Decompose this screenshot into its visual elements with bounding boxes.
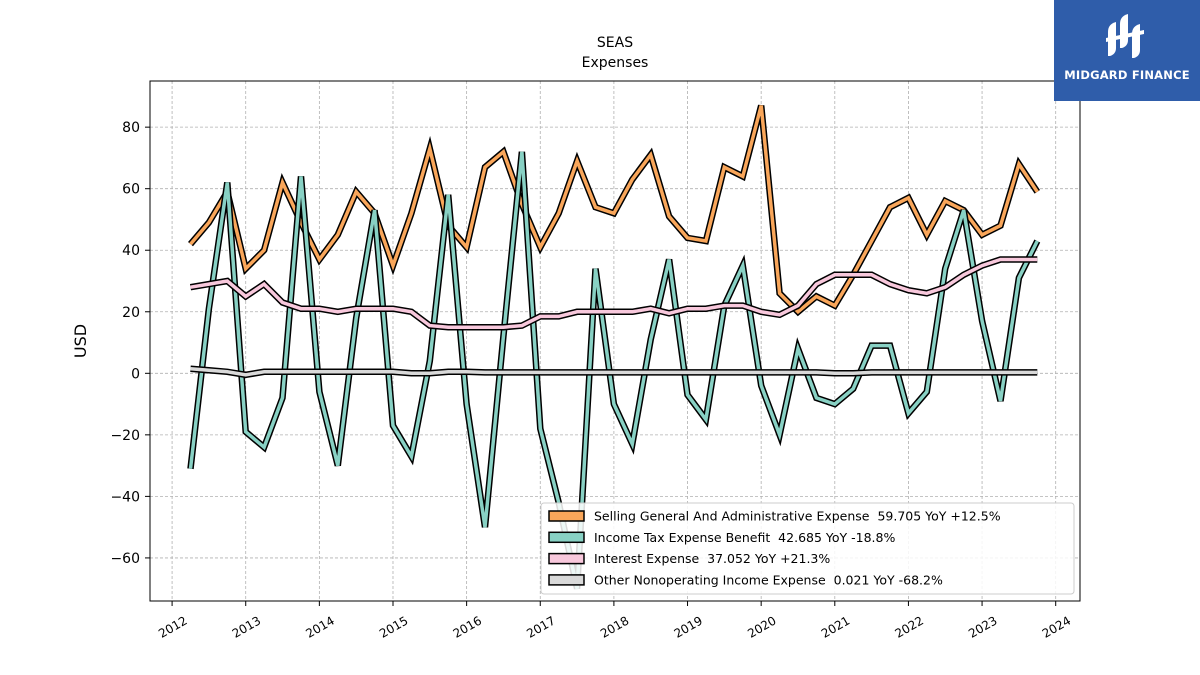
x-tick-label: 2022 [892,613,925,640]
legend-label: Selling General And Administrative Expen… [594,509,1001,524]
logo-text: MIDGARD FINANCE [1064,68,1190,82]
y-tick-label: −20 [110,428,140,444]
x-tick-label: 2016 [451,613,484,640]
legend-label: Income Tax Expense Benefit 42.685 YoY -1… [594,530,895,545]
legend-label: Other Nonoperating Income Expense 0.021 … [594,572,943,587]
x-axis: 2012 2013 2014 2015 2016 2017 2018 2019 2020 2021… [156,601,1073,641]
logo-mark-icon [1106,14,1144,58]
x-tick-label: 2017 [524,613,557,640]
legend-swatch [548,552,585,565]
y-tick-label: 80 [122,120,140,136]
series-line-stroke [188,151,1039,590]
x-tick-label: 2012 [156,613,189,640]
x-tick-label: 2013 [230,613,263,640]
plot-frame [149,80,1081,602]
chart-subtitle: Expenses [582,55,649,71]
series-line-stroke [190,366,1038,377]
series-line-stroke [189,105,1039,315]
x-tick-label: 2015 [377,613,410,640]
series-line [187,151,1041,590]
series-line [190,365,1038,379]
series-line-stroke [190,257,1038,329]
y-tick-label: 40 [122,243,140,259]
x-tick-label: 2021 [819,613,852,640]
legend-swatch [548,510,585,522]
y-tick-label: −40 [110,489,140,505]
chart-title: SEAS [597,35,633,51]
y-axis-label: USD [71,324,90,358]
x-tick-label: 2020 [745,613,778,640]
y-tick-label: 60 [122,182,140,198]
x-tick-label: 2024 [1040,613,1073,640]
series-line [188,104,1041,317]
y-tick-label: 20 [122,305,140,321]
legend: Selling General And Administrative Expen… [540,502,1075,595]
series-line [189,256,1038,331]
x-tick-label: 2023 [966,613,999,640]
legend-label: Interest Expense 37.052 YoY +21.3% [594,551,830,566]
brand-logo: MIDGARD FINANCE [1054,0,1200,101]
y-axis: −60 −40 −20 0 20 40 60 80 [110,120,150,567]
legend-swatch [548,531,585,544]
y-tick-label: −60 [110,551,140,567]
y-tick-label: 0 [131,366,140,382]
legend-box [540,502,1075,595]
x-tick-label: 2019 [672,613,705,640]
x-tick-label: 2014 [303,613,336,640]
x-tick-label: 2018 [598,613,631,640]
plot-area [187,104,1041,590]
legend-swatch [548,574,585,586]
